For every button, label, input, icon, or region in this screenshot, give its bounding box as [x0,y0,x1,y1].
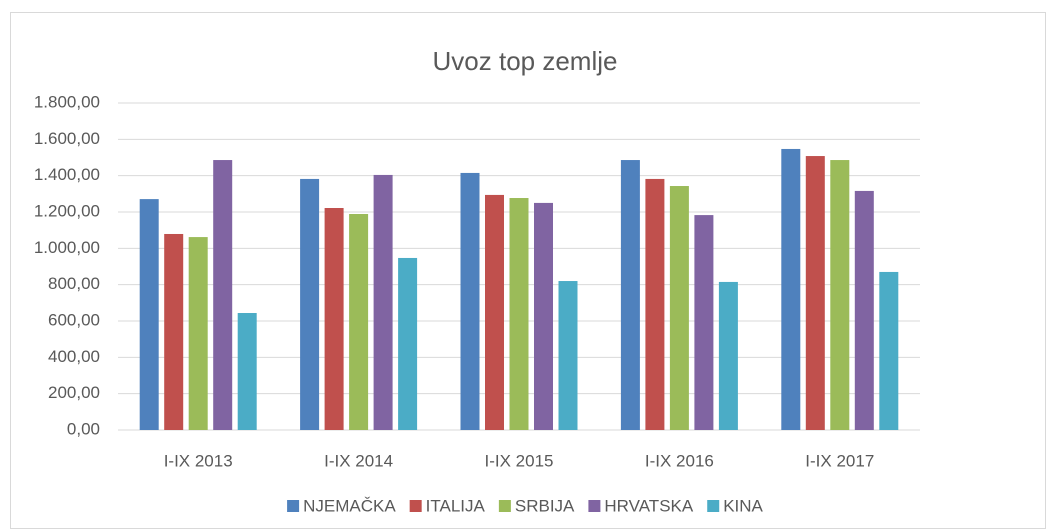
legend-swatch [707,500,720,512]
bar [460,172,480,431]
y-tick-label: 800,00 [48,274,100,293]
x-tick-label: I-IX 2016 [645,451,714,470]
x-tick-label: I-IX 2013 [164,451,233,470]
y-tick-label: 400,00 [48,347,100,366]
bar [139,199,159,430]
bar [879,271,899,430]
bar [718,281,738,430]
bar [645,178,665,430]
x-tick-label: I-IX 2015 [485,451,554,470]
bar [694,215,714,430]
bar [324,208,344,430]
bar [485,194,504,430]
legend-label: NJEMAČKA [303,496,396,515]
legend-label: HRVATSKA [604,496,693,515]
bar [188,237,208,430]
legend-swatch [498,500,511,512]
bar [558,281,578,430]
bar [237,313,257,430]
bar [509,198,529,430]
y-tick-label: 600,00 [48,310,100,329]
y-tick-label: 1.600,00 [34,129,100,148]
legend-swatch [287,500,300,512]
bar [300,178,320,430]
bar [854,190,874,430]
chart-title: Uvoz top zemlje [433,46,618,76]
y-tick-label: 1.200,00 [34,201,100,220]
legend-label: SRBIJA [515,496,575,515]
legend-label: ITALIJA [426,496,486,515]
x-tick-label: I-IX 2014 [324,451,393,470]
x-tick-label: I-IX 2017 [805,451,874,470]
bar [669,186,689,430]
y-tick-label: 1.800,00 [34,92,100,111]
bar [373,174,393,430]
y-tick-label: 0,00 [67,419,100,438]
bar [534,202,553,430]
bar [164,233,184,430]
bar [213,160,233,430]
bar [781,148,801,430]
legend-swatch [588,500,601,512]
y-tick-label: 1.000,00 [34,238,100,257]
bar [805,156,825,430]
y-tick-label: 1.400,00 [34,165,100,184]
legend-swatch [409,500,422,512]
bar [349,213,369,430]
legend-label: KINA [723,496,763,515]
bar [398,257,418,430]
y-tick-label: 200,00 [48,383,100,402]
bar [830,160,850,430]
bar [620,160,640,430]
